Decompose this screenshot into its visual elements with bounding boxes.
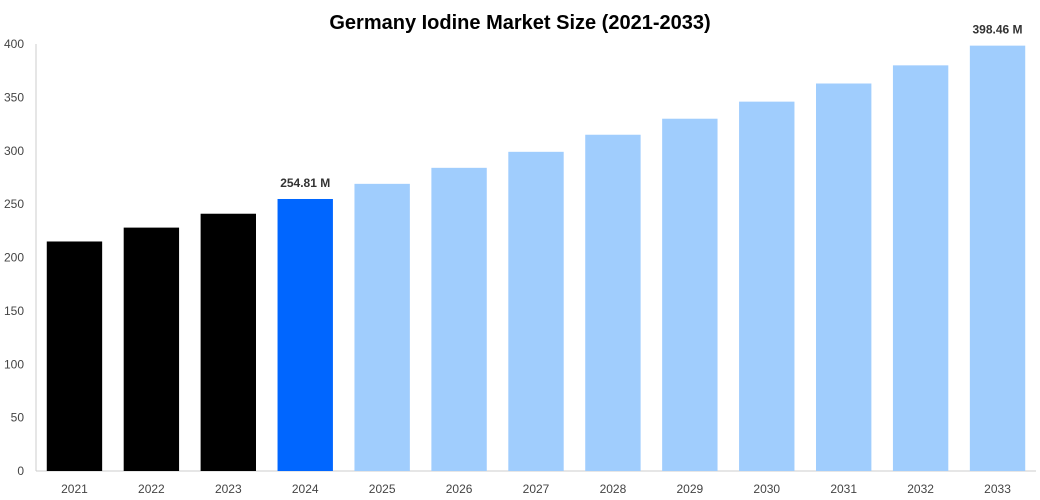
bar-2030	[739, 101, 795, 472]
y-tick-label: 250	[4, 197, 24, 211]
bar-2032	[892, 65, 949, 471]
y-tick-label: 50	[11, 411, 25, 425]
x-tick-label: 2031	[830, 482, 857, 496]
x-axis-ticks: 2021 2022 2023 2024 2025 2026 2027 2028 2029 2030…	[61, 482, 1011, 496]
chart-title: Germany Iodine Market Size (2021-2033)	[329, 12, 710, 34]
y-axis-ticks: 0 50 100 150 200 250 300 350 400	[4, 37, 24, 478]
bar-2023	[200, 213, 256, 472]
bars-group	[46, 45, 1026, 472]
bar-2031	[816, 83, 872, 471]
x-tick-label: 2027	[523, 482, 550, 496]
x-tick-label: 2025	[369, 482, 396, 496]
data-label: 254.81 M	[280, 176, 330, 190]
bar-2022	[123, 227, 180, 471]
y-tick-label: 350	[4, 90, 24, 104]
bar-2033	[969, 45, 1026, 471]
bar-2021	[46, 241, 103, 471]
bar-2024	[277, 198, 333, 471]
x-tick-label: 2021	[61, 482, 88, 496]
y-tick-label: 0	[17, 464, 24, 478]
x-tick-label: 2032	[907, 482, 934, 496]
x-tick-label: 2023	[215, 482, 242, 496]
x-tick-label: 2028	[600, 482, 627, 496]
x-tick-label: 2030	[753, 482, 780, 496]
data-label: 398.46 M	[973, 23, 1023, 37]
bar-2026	[431, 167, 487, 471]
y-tick-label: 150	[4, 304, 24, 318]
x-tick-label: 2026	[446, 482, 473, 496]
bar-2027	[508, 151, 564, 471]
y-tick-label: 200	[4, 251, 24, 265]
x-tick-label: 2024	[292, 482, 319, 496]
x-tick-label: 2033	[984, 482, 1011, 496]
bar-2028	[585, 134, 641, 472]
y-tick-label: 400	[4, 37, 24, 51]
data-labels-group: 254.81 M 398.46 M	[280, 23, 1022, 190]
y-tick-label: 300	[4, 144, 24, 158]
bar-2029	[662, 118, 718, 471]
x-tick-label: 2029	[676, 482, 703, 496]
bar-2025	[354, 183, 410, 471]
y-tick-label: 100	[4, 357, 24, 371]
x-tick-label: 2022	[138, 482, 165, 496]
